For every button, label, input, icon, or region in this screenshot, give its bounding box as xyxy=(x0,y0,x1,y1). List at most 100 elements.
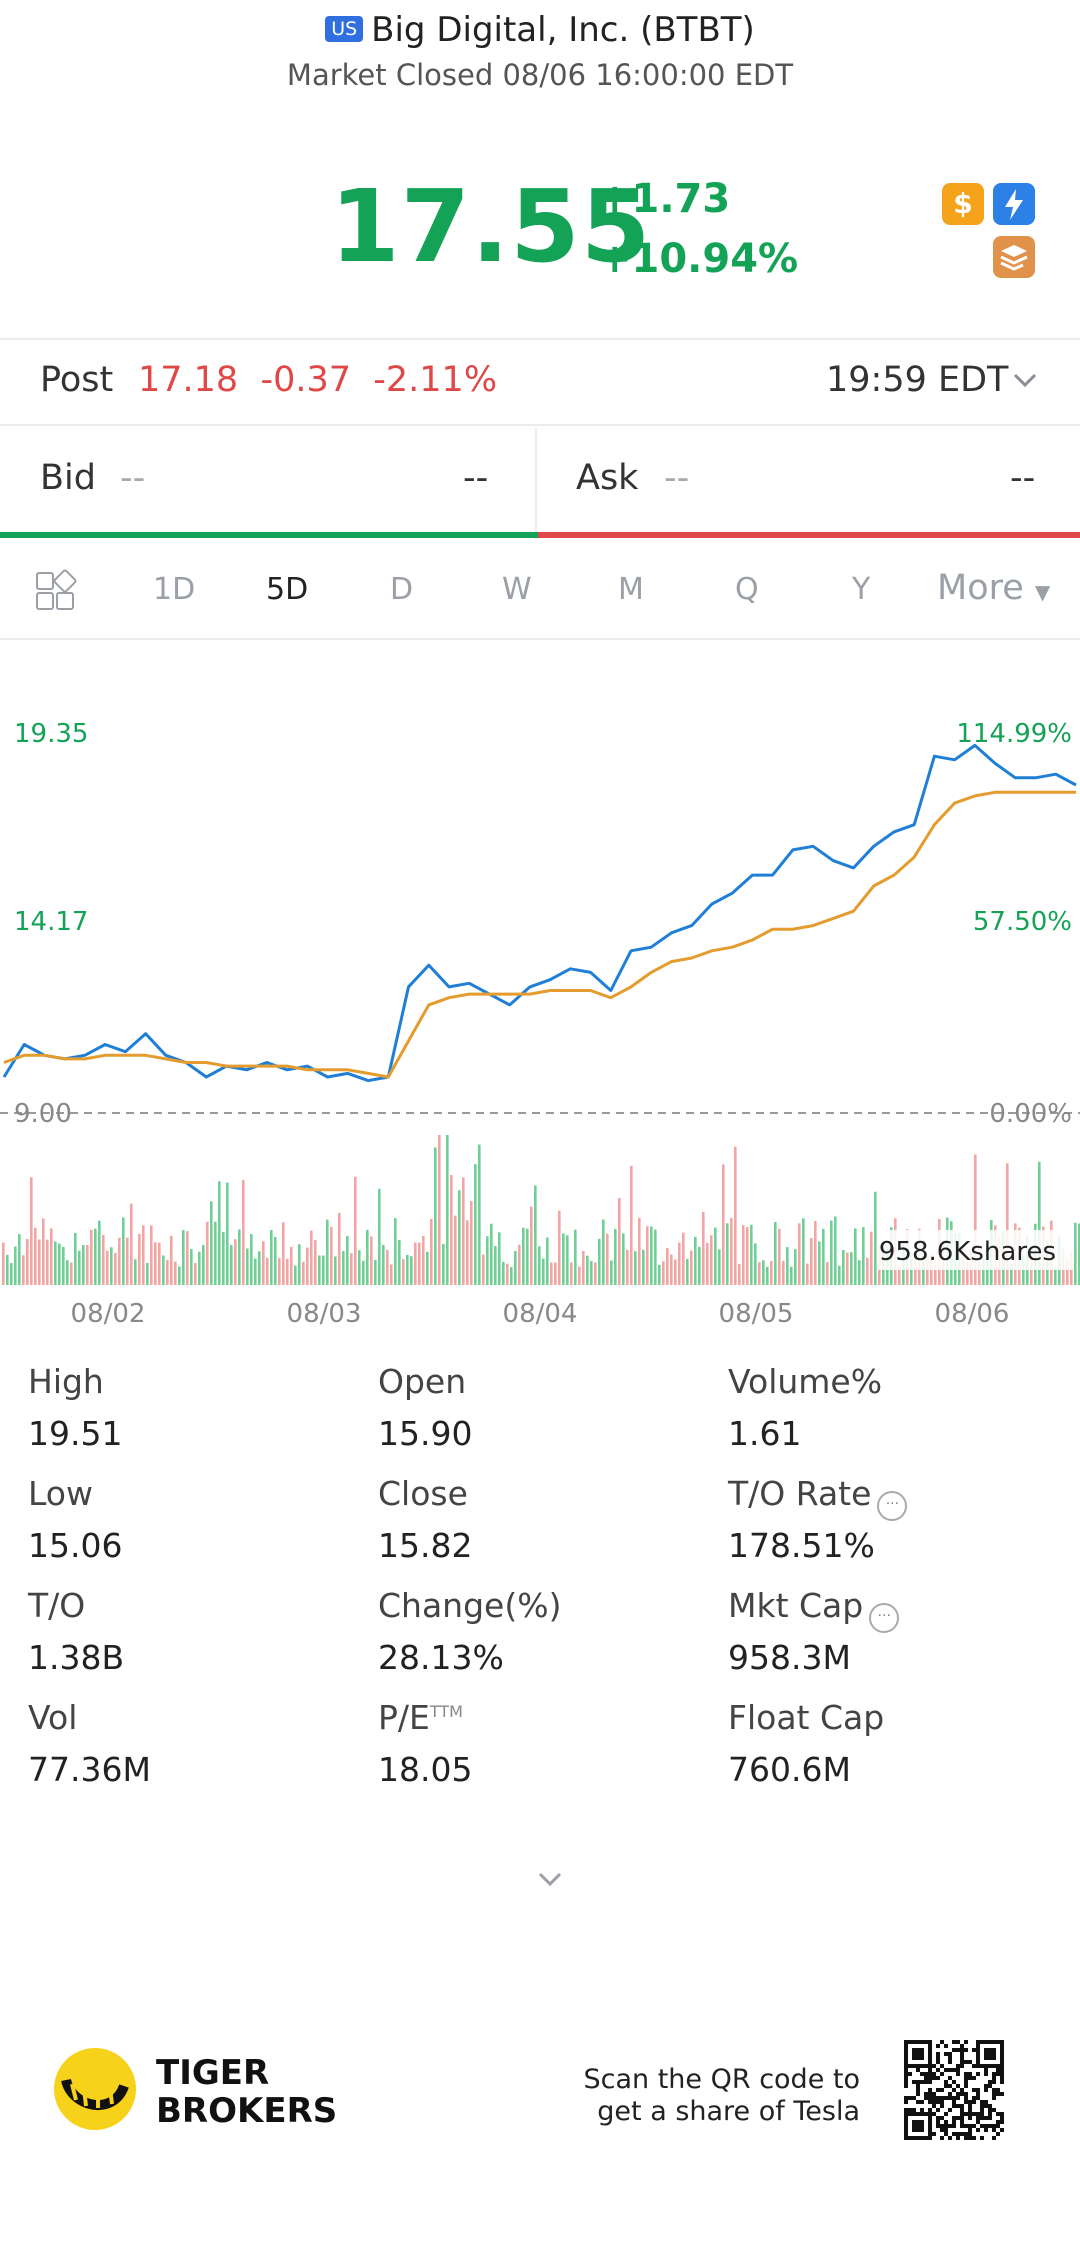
qr-module xyxy=(948,2052,952,2056)
chevron-down-icon[interactable] xyxy=(1010,365,1040,402)
volume-bar xyxy=(398,1239,401,1285)
tab-5d[interactable]: 5D xyxy=(266,572,309,607)
x-axis-label: 08/06 xyxy=(935,1299,1010,1329)
qr-module xyxy=(968,2072,972,2076)
grid-icon[interactable] xyxy=(36,568,78,612)
volume-bar xyxy=(158,1242,161,1285)
info-icon[interactable]: ··· xyxy=(877,1491,908,1521)
volume-bar xyxy=(574,1229,577,1285)
tab-more[interactable]: More ▼ xyxy=(937,568,1050,608)
volume-bar xyxy=(46,1239,49,1285)
volume-bar xyxy=(454,1215,457,1285)
qr-module xyxy=(904,2084,908,2088)
lightning-icon[interactable] xyxy=(993,183,1035,225)
volume-bar xyxy=(846,1252,849,1285)
qr-module xyxy=(972,2096,976,2100)
qr-module xyxy=(968,2136,972,2140)
qr-module xyxy=(944,2132,948,2136)
qr-module xyxy=(956,2104,960,2108)
volume-bar xyxy=(90,1229,93,1285)
qr-module xyxy=(964,2084,968,2088)
qr-module xyxy=(948,2060,952,2064)
qr-module xyxy=(960,2060,964,2064)
volume-bar xyxy=(118,1237,121,1285)
x-axis-label: 08/02 xyxy=(71,1299,146,1329)
post-label: Post xyxy=(40,360,114,400)
tab-w[interactable]: W xyxy=(502,572,532,607)
volume-bar xyxy=(662,1261,665,1285)
volume-bar xyxy=(242,1179,245,1285)
volume-bar xyxy=(522,1227,525,1285)
volume-bar xyxy=(786,1247,789,1285)
volume-bar xyxy=(78,1250,81,1285)
tab-d[interactable]: D xyxy=(390,572,414,607)
volume-bar xyxy=(422,1236,425,1285)
qr-module xyxy=(904,2100,908,2104)
volume-bar xyxy=(1054,1266,1057,1285)
volume-bar xyxy=(138,1233,141,1285)
dollar-icon[interactable]: $ xyxy=(942,183,984,225)
volume-bar xyxy=(394,1218,397,1285)
stat-value: 77.36M xyxy=(28,1750,151,1789)
volume-bar xyxy=(750,1224,753,1285)
qr-module xyxy=(992,2128,996,2132)
qr-module xyxy=(960,2108,964,2112)
volume-bar xyxy=(462,1177,465,1285)
volume-bar xyxy=(338,1212,341,1285)
volume-bar xyxy=(318,1255,321,1285)
volume-bar xyxy=(122,1217,125,1285)
qr-module xyxy=(964,2060,968,2064)
volume-bar xyxy=(502,1261,505,1285)
volume-bar xyxy=(658,1264,661,1285)
y-axis-label: 14.17 xyxy=(14,907,88,937)
qr-module xyxy=(956,2136,960,2140)
volume-bar xyxy=(86,1245,89,1285)
stat-label-text: High xyxy=(28,1362,104,1401)
volume-bar xyxy=(782,1260,785,1285)
qr-module xyxy=(920,2108,924,2112)
volume-bar xyxy=(702,1211,705,1285)
volume-bar xyxy=(814,1220,817,1285)
qr-module xyxy=(944,2068,948,2072)
tab-1d[interactable]: 1D xyxy=(153,572,196,607)
stat-label-text: Volume% xyxy=(728,1362,883,1401)
volume-bar xyxy=(406,1254,409,1285)
volume-bar xyxy=(266,1257,269,1285)
qr-module xyxy=(976,2116,980,2120)
info-icon[interactable]: ··· xyxy=(869,1603,900,1633)
qr-module xyxy=(904,2080,908,2084)
layers-icon[interactable] xyxy=(993,236,1035,278)
volume-bar xyxy=(982,1259,985,1285)
ask-size: -- xyxy=(1010,458,1036,498)
volume-bar xyxy=(566,1235,569,1285)
volume-bar xyxy=(26,1238,29,1285)
qr-module xyxy=(964,2100,968,2104)
qr-module xyxy=(1000,2128,1004,2132)
qr-module xyxy=(936,2068,940,2072)
stat-label-text: T/O xyxy=(28,1586,86,1625)
price-chart[interactable]: 19.35 14.17 9.00 114.99% 57.50% 0.00% 958.6Ksh… xyxy=(0,680,1080,1340)
volume-bar xyxy=(854,1228,857,1285)
qr-module xyxy=(988,2080,992,2084)
volume-bar xyxy=(478,1144,481,1285)
volume-bar xyxy=(586,1255,589,1285)
tab-m[interactable]: M xyxy=(618,572,644,607)
qr-module xyxy=(984,2124,988,2128)
qr-caption: Scan the QR code to get a share of Tesla xyxy=(570,2064,860,2128)
qr-module xyxy=(972,2076,976,2080)
qr-module xyxy=(988,2108,992,2112)
tab-q[interactable]: Q xyxy=(735,572,759,607)
volume-bar xyxy=(110,1247,113,1285)
volume-bar xyxy=(326,1219,329,1285)
qr-module xyxy=(960,2052,964,2056)
qr-module xyxy=(972,2088,976,2092)
divider xyxy=(0,424,1080,426)
qr-module xyxy=(956,2132,960,2136)
qr-module xyxy=(976,2120,980,2124)
post-time[interactable]: 19:59 EDT xyxy=(826,360,1009,400)
market-badge: US xyxy=(325,16,364,42)
tab-y[interactable]: Y xyxy=(852,572,871,607)
qr-module xyxy=(952,2120,956,2124)
expand-chevron-icon[interactable] xyxy=(530,1860,570,1900)
qr-module xyxy=(976,2088,980,2092)
